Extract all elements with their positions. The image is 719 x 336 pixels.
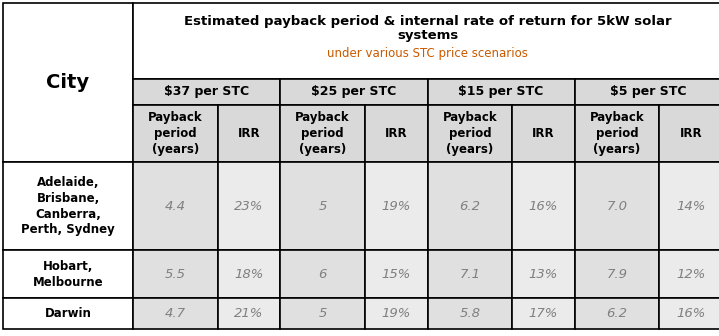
Bar xyxy=(428,79,574,105)
Bar xyxy=(133,3,719,79)
Bar xyxy=(428,162,512,250)
Bar xyxy=(218,162,280,250)
Bar xyxy=(280,298,365,329)
Bar xyxy=(659,250,719,298)
Bar xyxy=(218,298,280,329)
Text: 16%: 16% xyxy=(676,307,705,320)
Bar xyxy=(133,298,218,329)
Text: 5.5: 5.5 xyxy=(165,267,186,281)
Text: Estimated payback period & internal rate of return for 5kW solar: Estimated payback period & internal rate… xyxy=(183,14,672,28)
Text: systems: systems xyxy=(397,30,458,42)
Text: $37 per STC: $37 per STC xyxy=(164,85,249,98)
Text: 16%: 16% xyxy=(528,200,558,212)
Text: 5.8: 5.8 xyxy=(459,307,480,320)
Text: IRR: IRR xyxy=(385,127,408,140)
Text: Payback
period
(years): Payback period (years) xyxy=(296,111,350,156)
Bar xyxy=(280,250,365,298)
Bar xyxy=(280,79,428,105)
Bar xyxy=(280,105,365,162)
Bar xyxy=(218,250,280,298)
Text: 19%: 19% xyxy=(382,200,411,212)
Text: 6.2: 6.2 xyxy=(459,200,480,212)
Text: IRR: IRR xyxy=(532,127,555,140)
Text: 14%: 14% xyxy=(676,200,705,212)
Bar xyxy=(512,105,574,162)
Text: 5: 5 xyxy=(319,200,326,212)
Bar xyxy=(365,250,428,298)
Text: IRR: IRR xyxy=(238,127,260,140)
Text: 4.4: 4.4 xyxy=(165,200,186,212)
Text: Adelaide,
Brisbane,
Canberra,
Perth, Sydney: Adelaide, Brisbane, Canberra, Perth, Syd… xyxy=(21,175,115,237)
Text: Hobart,
Melbourne: Hobart, Melbourne xyxy=(32,259,104,289)
Bar xyxy=(659,162,719,250)
Text: 7.1: 7.1 xyxy=(459,267,480,281)
Text: 23%: 23% xyxy=(234,200,264,212)
Text: under various STC price scenarios: under various STC price scenarios xyxy=(327,47,528,60)
Bar xyxy=(3,162,133,250)
Text: $25 per STC: $25 per STC xyxy=(311,85,396,98)
Bar xyxy=(133,162,218,250)
Text: 12%: 12% xyxy=(676,267,705,281)
Text: 7.0: 7.0 xyxy=(607,200,628,212)
Bar xyxy=(574,162,659,250)
Text: Darwin: Darwin xyxy=(45,307,91,320)
Text: Payback
period
(years): Payback period (years) xyxy=(590,111,644,156)
Bar xyxy=(512,162,574,250)
Bar xyxy=(365,162,428,250)
Bar xyxy=(3,250,133,298)
Text: 21%: 21% xyxy=(234,307,264,320)
Bar xyxy=(574,250,659,298)
Text: 13%: 13% xyxy=(528,267,558,281)
Bar xyxy=(280,162,365,250)
Text: 4.7: 4.7 xyxy=(165,307,186,320)
Bar xyxy=(3,298,133,329)
Bar xyxy=(659,105,719,162)
Text: 18%: 18% xyxy=(234,267,264,281)
Text: 5: 5 xyxy=(319,307,326,320)
Bar xyxy=(3,3,133,162)
Bar xyxy=(428,250,512,298)
Text: 6: 6 xyxy=(319,267,326,281)
Bar xyxy=(365,298,428,329)
Text: City: City xyxy=(47,73,90,92)
Text: IRR: IRR xyxy=(679,127,702,140)
Bar xyxy=(512,298,574,329)
Text: $5 per STC: $5 per STC xyxy=(610,85,687,98)
Text: $15 per STC: $15 per STC xyxy=(459,85,544,98)
Text: 17%: 17% xyxy=(528,307,558,320)
Text: 6.2: 6.2 xyxy=(607,307,628,320)
Bar xyxy=(428,298,512,329)
Bar xyxy=(133,250,218,298)
Bar xyxy=(133,79,280,105)
Bar xyxy=(428,105,512,162)
Bar xyxy=(133,105,218,162)
Bar xyxy=(574,298,659,329)
Text: 15%: 15% xyxy=(382,267,411,281)
Text: 7.9: 7.9 xyxy=(607,267,628,281)
Text: Payback
period
(years): Payback period (years) xyxy=(148,111,203,156)
Bar xyxy=(574,79,719,105)
Bar xyxy=(218,105,280,162)
Text: 19%: 19% xyxy=(382,307,411,320)
Text: Payback
period
(years): Payback period (years) xyxy=(442,111,497,156)
Bar xyxy=(512,250,574,298)
Bar xyxy=(659,298,719,329)
Bar xyxy=(365,105,428,162)
Bar xyxy=(574,105,659,162)
